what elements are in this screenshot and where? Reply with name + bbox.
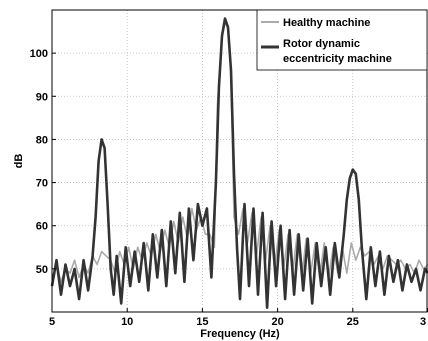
x-tick-label: 3 (420, 316, 426, 328)
x-axis-label: Frequency (Hz) (200, 328, 280, 340)
legend-box (256, 9, 428, 71)
legend-entry-healthy: Healthy machine (283, 17, 370, 29)
y-tick-label: 100 (30, 48, 48, 60)
y-tick-label: 50 (36, 264, 48, 276)
y-axis-ticks: 50 60 70 80 90 100 (30, 48, 56, 276)
y-tick-label: 60 (36, 221, 48, 233)
legend-entry-eccentricity-line1: Rotor dynamic (283, 38, 360, 50)
legend-entry-eccentricity-line2: eccentricity machine (283, 53, 392, 65)
x-tick-label: 5 (49, 316, 55, 328)
y-tick-label: 80 (36, 134, 48, 146)
series-line-eccentricity (50, 17, 428, 309)
x-axis-ticks: 5 10 15 20 25 3 (49, 308, 428, 328)
x-tick-label: 15 (196, 316, 208, 328)
plot-frame (51, 9, 428, 313)
series-layer (50, 17, 428, 309)
y-tick-label: 70 (36, 178, 48, 190)
y-tick-label: 90 (36, 91, 48, 103)
x-tick-label: 10 (121, 316, 133, 328)
x-tick-label: 20 (271, 316, 283, 328)
legend: Healthy machine Rotor dynamic eccentrici… (256, 9, 428, 71)
x-tick-label: 25 (347, 316, 359, 328)
y-axis-label: dB (13, 154, 25, 169)
grid-lines (52, 10, 428, 312)
